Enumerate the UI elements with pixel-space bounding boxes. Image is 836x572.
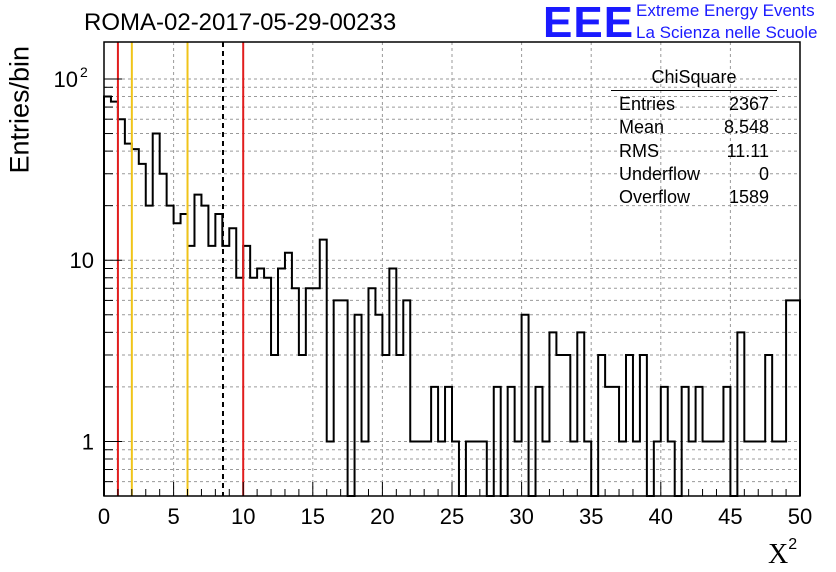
x-axis-label-base: X — [768, 539, 789, 570]
y-tick-label: 1 — [82, 429, 94, 454]
y-tick-label: 10 — [54, 67, 78, 92]
x-tick-label: 10 — [231, 504, 255, 529]
x-tick-label: 15 — [301, 504, 325, 529]
x-tick-label: 5 — [167, 504, 179, 529]
logo-line-2: La Scienza nelle Scuole — [636, 23, 818, 42]
x-tick-label: 45 — [718, 504, 742, 529]
stats-box: ChiSquare Entries 2367 Mean 8.548 RMS 11.11… — [611, 67, 777, 209]
x-tick-label: 40 — [649, 504, 673, 529]
x-tick-label: 0 — [98, 504, 110, 529]
stats-value: 2367 — [728, 94, 769, 114]
eee-logo: EEE — [543, 0, 635, 47]
x-tick-label: 30 — [509, 504, 533, 529]
stats-value: 8.548 — [723, 117, 769, 138]
x-tick-label: 50 — [788, 504, 812, 529]
stats-label: Mean — [619, 117, 665, 138]
chart-title: ROMA-02-2017-05-29-00233 — [84, 9, 397, 36]
stats-row-rms: RMS 11.11 — [611, 140, 777, 163]
x-axis-label: X2 — [768, 536, 797, 571]
y-tick-exponent: 2 — [80, 64, 88, 80]
x-axis-label-superscript: 2 — [788, 536, 798, 553]
x-tick-label: 20 — [370, 504, 394, 529]
stats-value: 0 — [758, 163, 769, 184]
stats-label: Overflow — [619, 187, 691, 208]
y-tick-label: 10 — [70, 248, 94, 273]
stats-row-underflow: Underflow 0 — [611, 163, 777, 186]
stats-box-title: ChiSquare — [611, 67, 777, 91]
stats-value: 1589 — [728, 187, 769, 208]
stats-label: RMS — [619, 140, 659, 161]
x-tick-label: 25 — [440, 504, 464, 529]
stats-label: Entries — [619, 94, 676, 114]
x-tick-label: 35 — [579, 504, 603, 529]
stats-row-overflow: Overflow 1589 — [611, 186, 777, 209]
reference-lines — [116, 42, 245, 496]
logo-line-1: Extreme Energy Events — [636, 1, 815, 20]
histogram-bars — [103, 95, 801, 497]
stats-row-entries: Entries 2367 — [611, 93, 777, 116]
stats-label: Underflow — [619, 163, 701, 184]
stats-value: 11.11 — [726, 140, 769, 161]
histogram-outline — [103, 95, 801, 497]
stats-row-mean: Mean 8.548 — [611, 116, 777, 139]
